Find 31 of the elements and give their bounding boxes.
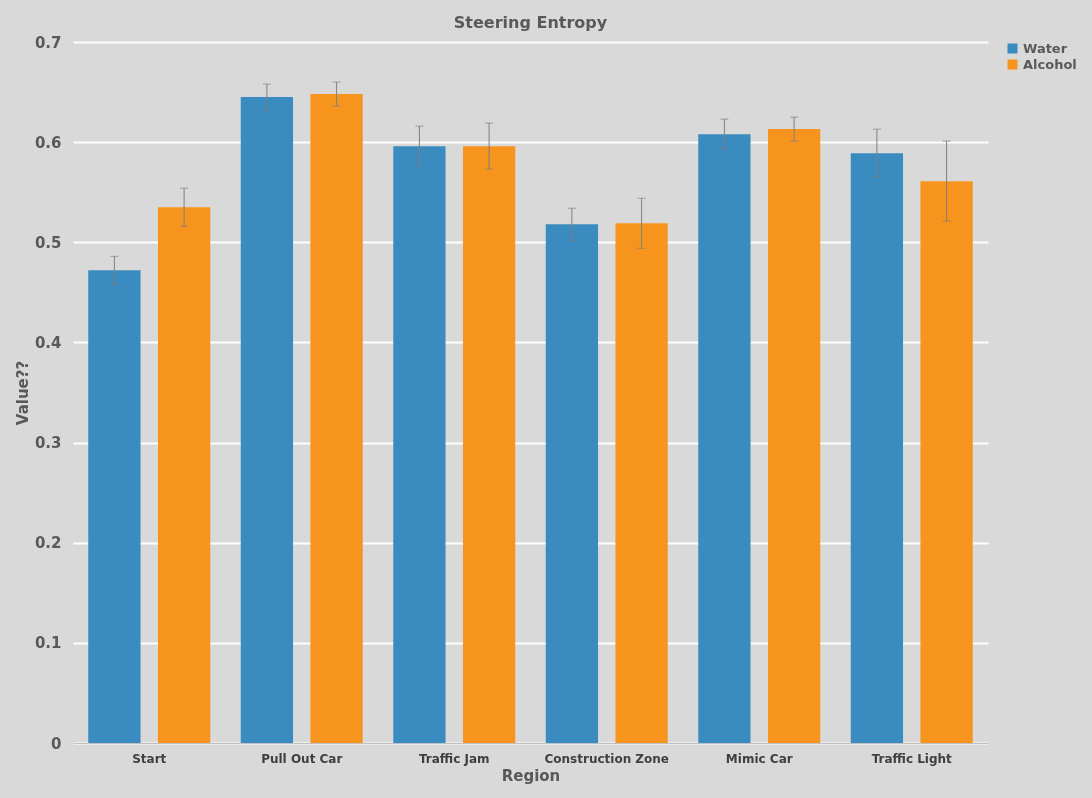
bar [462,146,516,743]
bar [240,97,294,743]
y-tick-label: 0.6 [34,133,62,152]
x-tick-label: Pull Out Car [261,751,343,766]
bar [698,134,751,743]
bar [310,94,363,743]
y-tick-label: 0.5 [34,233,62,252]
bar [545,224,599,743]
y-tick-label: 0 [51,734,62,753]
bar [157,207,211,743]
chart-title: Steering Entropy [453,13,608,32]
x-tick-label: Mimic Car [725,751,793,766]
x-axis-title: Region [501,766,561,785]
y-tick-label: 0.3 [34,434,62,453]
legend-label: Water [1023,40,1068,56]
legend-label: Alcohol [1023,56,1077,72]
y-tick-label: 0.4 [34,333,62,352]
x-tick-label: Traffic Light [871,751,953,766]
x-tick-label: Construction Zone [544,751,669,766]
bar [615,223,668,743]
bar [767,129,821,743]
x-tick-label: Traffic Jam [418,751,490,766]
bar [850,153,904,743]
bar [88,270,141,743]
bar [920,181,973,743]
y-tick-label: 0.2 [34,534,62,553]
y-tick-label: 0.1 [34,634,62,653]
y-axis-title: Value?? [13,360,32,426]
y-tick-label: 0.7 [34,33,62,52]
bar [393,146,446,743]
x-tick-label: Start [132,751,167,766]
